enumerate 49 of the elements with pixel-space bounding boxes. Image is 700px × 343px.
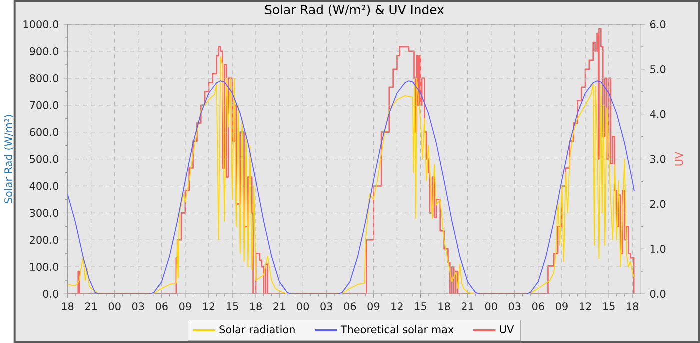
x-tick-label: 18 xyxy=(62,302,74,310)
y2-tick-label: 3.0 xyxy=(650,155,666,164)
y-axis-title: Solar Rad (W/m²) xyxy=(4,115,14,204)
y-tick-label: 100.0 xyxy=(30,263,59,272)
x-tick-label: 03 xyxy=(132,302,144,310)
y2-axis-title: UV xyxy=(675,152,684,166)
y2-tick-label: 4.0 xyxy=(650,110,666,118)
x-tick-label: 09 xyxy=(556,302,568,310)
y-tick-label: 0.0 xyxy=(43,290,59,298)
y-tick-label: 300.0 xyxy=(30,209,59,218)
legend-label: UV xyxy=(500,326,514,334)
y-tick-label: 600.0 xyxy=(30,128,59,136)
x-tick-label: 06 xyxy=(532,302,544,310)
x-tick-label: 21 xyxy=(85,302,97,310)
x-tick-label: 00 xyxy=(297,302,310,310)
y-tick-label: 400.0 xyxy=(30,182,59,190)
x-tick-label: 18 xyxy=(627,302,638,310)
y2-tick-label: 6.0 xyxy=(650,20,666,28)
y-tick-label: 200.0 xyxy=(30,236,59,244)
legend-label: Theoretical solar max xyxy=(340,325,454,334)
x-tick-label: 09 xyxy=(179,302,192,310)
x-tick-label: 18 xyxy=(250,302,262,310)
chart-title: Solar Rad (W/m²) & UV Index xyxy=(265,4,444,16)
x-tick-label: 12 xyxy=(203,302,215,310)
x-tick-label: 00 xyxy=(485,302,498,310)
y-tick-label: 800.0 xyxy=(30,74,59,82)
x-tick-label: 15 xyxy=(415,302,426,310)
y-tick-label: 700.0 xyxy=(30,101,59,110)
x-tick-label: 09 xyxy=(368,302,380,310)
x-tick-label: 12 xyxy=(392,302,403,310)
y-tick-label: 900.0 xyxy=(30,47,59,56)
legend-label: Solar radiation xyxy=(220,325,295,334)
x-tick-label: 15 xyxy=(604,302,615,310)
y2-tick-label: 1.0 xyxy=(650,245,666,254)
x-tick-label: 03 xyxy=(508,302,521,310)
x-tick-label: 06 xyxy=(156,302,168,310)
x-tick-label: 06 xyxy=(344,302,356,310)
x-tick-label: 18 xyxy=(438,302,450,310)
y2-tick-label: 5.0 xyxy=(650,65,666,74)
x-tick-label: 03 xyxy=(320,302,332,310)
y-tick-label: 1000.0 xyxy=(24,20,59,28)
y2-tick-label: 2.0 xyxy=(650,200,666,208)
y2-tick-label: 0.0 xyxy=(650,290,666,298)
y-tick-label: 500.0 xyxy=(30,155,59,164)
x-tick-label: 00 xyxy=(108,302,121,310)
x-tick-label: 15 xyxy=(227,302,238,310)
x-tick-label: 21 xyxy=(462,302,474,310)
x-tick-label: 12 xyxy=(580,302,592,310)
x-tick-label: 21 xyxy=(274,302,286,310)
